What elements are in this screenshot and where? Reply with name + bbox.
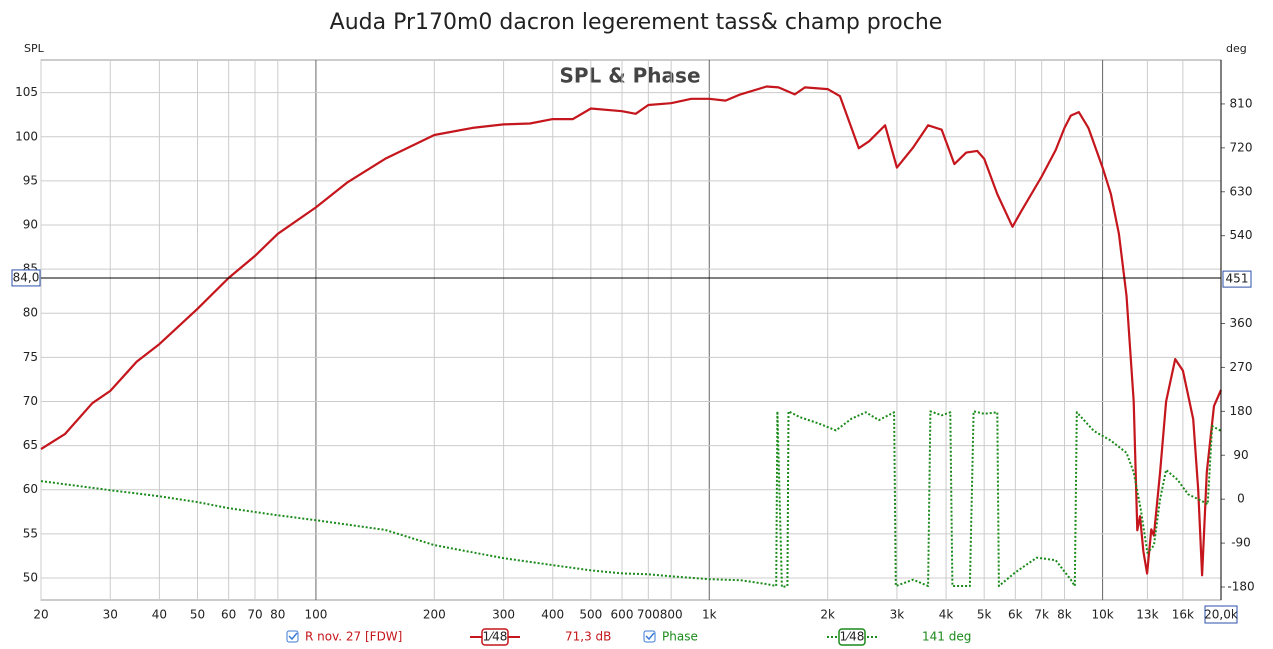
y2-tick-label: 810 [1230,96,1253,110]
smoothing-box[interactable] [481,628,509,646]
y-tick-label: 60 [23,482,38,496]
x-tick-label: 600 [611,608,634,622]
y2-tick-label: -90 [1231,536,1251,550]
y2-tick-label: 540 [1230,228,1253,242]
series-line [40,410,1222,588]
x-tick-label: 700 [637,608,660,622]
y2-tick-label: 90 [1233,448,1248,462]
x-tick-label: 40 [152,608,167,622]
cursor-label: 84,0 [13,270,40,284]
y-axis-label: SPL [24,42,45,55]
y-tick-label: 90 [23,218,38,232]
y-tick-label: 70 [23,394,38,408]
x-tick-label: 1k [702,608,717,622]
y-tick-label: 80 [23,306,38,320]
x-tick-label: 16k [1172,608,1194,622]
x-tick-label: 10k [1091,608,1113,622]
x-tick-label: 13k [1136,608,1158,622]
legend-readout: 141 deg [922,630,971,644]
y2-tick-label: 180 [1230,404,1253,418]
x-tick-label: 8k [1057,608,1072,622]
checkbox[interactable] [643,630,656,643]
smoothing-label: 1⁄48 [840,630,865,644]
checkmark [645,632,655,641]
x-tick-label: 500 [579,608,602,622]
series-line [40,85,1223,577]
y-tick-label: 55 [23,526,38,540]
smoothing-box[interactable] [838,628,866,646]
checkmark [288,632,298,641]
x-tick-label: 7k [1034,608,1049,622]
x-tick-label: 300 [492,608,515,622]
x-tick-label: 400 [541,608,564,622]
cursor-box [11,269,41,287]
cursor-label: 451 [1226,272,1249,286]
legend-readout: 71,3 dB [565,630,611,644]
y-tick-label: 50 [23,570,38,584]
y2-axis-label: deg [1226,42,1247,55]
y2-tick-label: 630 [1230,184,1253,198]
cursor-box [1222,270,1252,288]
y-tick-label: 95 [23,173,38,187]
y2-tick-label: 720 [1230,140,1253,154]
legend-label: Phase [662,630,698,644]
x-tick-label: 20 [33,608,48,622]
cursor-box [1204,605,1238,624]
legend-label: R nov. 27 [FDW] [305,630,402,644]
x-tick-label: 3k [890,608,905,622]
x-tick-label: 100 [304,608,327,622]
smoothing-label: 1⁄48 [483,630,508,644]
chart-title: Auda Pr170m0 dacron legerement tass& cha… [330,10,943,35]
y2-tick-label: -180 [1227,580,1254,594]
y-tick-label: 100 [15,129,38,143]
x-tick-label: 50 [190,608,205,622]
x-tick-label: 200 [423,608,446,622]
chart-subtitle: SPL & Phase [559,64,700,88]
x-tick-label: 30 [103,608,118,622]
y2-tick-label: 360 [1230,316,1253,330]
y2-tick-label: 270 [1230,360,1253,374]
y-tick-label: 65 [23,438,38,452]
cursor-label: 20,0k [1204,608,1238,622]
x-tick-label: 800 [660,608,683,622]
x-tick-label: 70 [247,608,262,622]
x-tick-label: 60 [221,608,236,622]
checkbox[interactable] [286,630,299,643]
x-tick-label: 4k [939,608,954,622]
x-tick-label: 2k [820,608,835,622]
y-tick-label: 75 [23,350,38,364]
x-tick-label: 5k [977,608,992,622]
y-tick-label: 105 [15,85,38,99]
x-tick-label: 6k [1008,608,1023,622]
y2-tick-label: 0 [1237,492,1245,506]
x-tick-label: 80 [270,608,285,622]
